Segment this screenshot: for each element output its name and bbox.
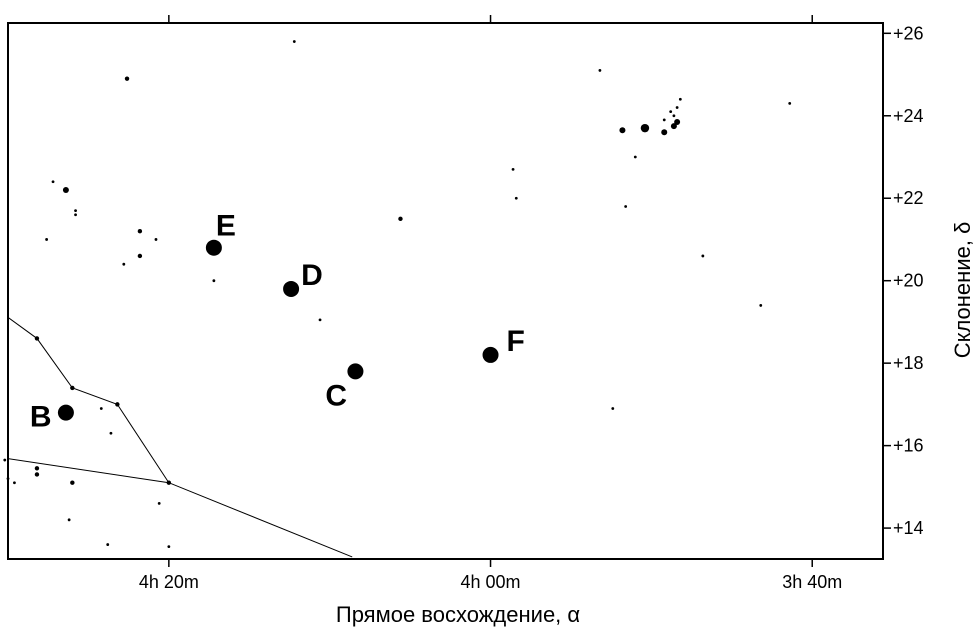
x-tick-label: 4h 20m (139, 572, 199, 592)
star-point (166, 480, 172, 485)
star-label-c: C (325, 379, 347, 412)
star-point (124, 76, 130, 81)
star-point (675, 106, 679, 109)
star-point (611, 407, 615, 410)
star-point (62, 186, 69, 193)
labeled-star-f (482, 346, 499, 363)
star-point (157, 501, 161, 505)
star-point (167, 545, 171, 549)
star-point (70, 385, 75, 391)
star-point (318, 318, 322, 322)
background-stars (3, 40, 792, 549)
star-point (788, 102, 792, 105)
y-tick-label: +24 (893, 106, 924, 126)
x-tick-label: 4h 00m (461, 572, 521, 592)
star-point (640, 123, 650, 133)
labeled-star-d (283, 280, 300, 297)
star-point (661, 129, 668, 136)
star-point (13, 481, 16, 485)
star-point (6, 477, 10, 480)
star-point (701, 254, 705, 258)
star-point (511, 167, 515, 171)
star-point (759, 304, 763, 307)
star-point (34, 472, 40, 477)
star-point (137, 229, 143, 234)
hyades-line-1 (8, 458, 353, 558)
star-point (670, 123, 677, 130)
star-point (106, 543, 110, 546)
star-point (672, 114, 676, 118)
star-point (74, 213, 77, 217)
star-point (45, 238, 49, 241)
star-point (67, 518, 71, 522)
star-label-b: B (30, 401, 52, 434)
y-tick-label: +26 (893, 23, 924, 43)
star-point (109, 431, 113, 435)
y-tick-label: +18 (893, 353, 924, 373)
star-point (51, 180, 55, 184)
labeled-star-e (205, 239, 222, 256)
star-point (398, 216, 403, 222)
star-point (292, 40, 296, 43)
star-point (633, 155, 637, 159)
y-axis-title: Склонение, δ (950, 222, 975, 359)
star-point (34, 466, 40, 471)
star-label-d: D (301, 259, 323, 292)
star-point (212, 279, 216, 283)
star-label-f: F (507, 325, 525, 358)
star-point (678, 97, 682, 101)
star-point (662, 118, 666, 122)
y-tick-label: +20 (893, 271, 924, 291)
star-point (598, 69, 602, 72)
x-tick-label: 3h 40m (782, 572, 842, 592)
plot-frame (7, 22, 884, 560)
labeled-star-c (347, 363, 364, 380)
y-tick-label: +14 (893, 518, 924, 538)
star-point (34, 336, 40, 341)
labeled-star-b (57, 404, 74, 421)
star-point (154, 238, 158, 241)
star-point (624, 205, 628, 208)
hyades-lines (8, 316, 353, 558)
star-point (514, 196, 518, 200)
x-axis-title: Прямое восхождение, α (336, 602, 581, 627)
star-point (99, 407, 103, 410)
star-point (115, 402, 120, 407)
star-label-e: E (216, 210, 236, 243)
star-point (137, 253, 143, 259)
star-point (669, 110, 673, 114)
axis-ticks: 4h 20m 4h 00m 3h 40m +26 +24 +22 +20 +18 +16 +14 (139, 15, 924, 592)
star-point (674, 118, 681, 125)
y-tick-label: +22 (893, 188, 924, 208)
star-point (70, 480, 75, 485)
labeled-stars: ABCDEF (30, 210, 525, 434)
star-point (122, 262, 126, 266)
y-tick-label: +16 (893, 436, 924, 456)
star-point (619, 127, 626, 134)
star-point (74, 209, 77, 213)
hyades-line-0 (8, 316, 170, 483)
star-point (3, 458, 7, 462)
